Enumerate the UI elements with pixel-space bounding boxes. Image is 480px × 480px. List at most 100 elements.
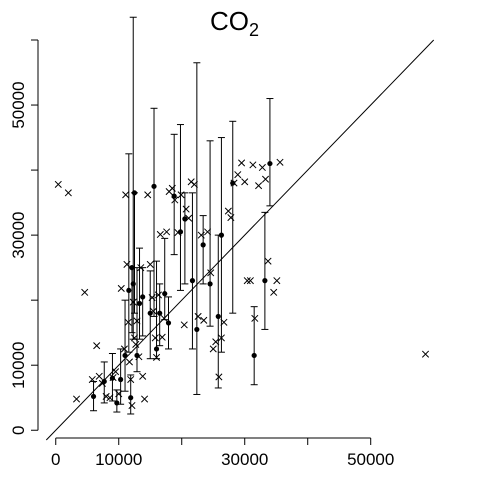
dot-point — [147, 310, 153, 316]
dot-point — [129, 265, 135, 271]
y-axis: 0 10000 30000 50000 — [9, 39, 39, 435]
cross-point — [112, 368, 120, 376]
cross-point — [238, 159, 246, 167]
cross-point — [135, 353, 143, 361]
cross-point — [217, 334, 225, 342]
chart-title-main: CO — [210, 6, 249, 36]
cross-series — [54, 158, 430, 410]
cross-point — [149, 307, 157, 315]
cross-point — [185, 214, 193, 222]
error-bar — [229, 120, 237, 314]
cross-point — [234, 171, 242, 179]
x-axis: 0 10000 30000 50000 — [51, 437, 394, 469]
dot-point — [194, 326, 200, 333]
cross-point — [106, 394, 114, 402]
cross-point — [160, 314, 168, 322]
dot-point — [131, 190, 138, 196]
cross-point — [129, 298, 137, 306]
cross-point — [88, 375, 96, 384]
cross-point — [255, 182, 263, 190]
cross-point — [212, 338, 220, 346]
cross-point — [180, 321, 188, 329]
cross-point — [207, 269, 215, 277]
error-bar — [127, 374, 135, 415]
cross-point — [72, 395, 81, 403]
reference-line — [45, 39, 435, 441]
dot-point — [153, 346, 160, 352]
cross-point — [98, 379, 106, 387]
dot-point — [157, 310, 163, 316]
cross-point — [246, 277, 254, 285]
cross-point — [144, 191, 152, 199]
chart-title: CO2 — [210, 6, 259, 40]
cross-point — [64, 189, 72, 197]
cross-point — [204, 228, 212, 236]
cross-point — [81, 288, 89, 296]
cross-point — [251, 314, 259, 322]
cross-point — [139, 372, 147, 380]
error-bar — [266, 98, 274, 207]
dot-point — [162, 291, 168, 297]
cross-point — [102, 392, 110, 400]
error-bar — [217, 137, 225, 353]
dot-point — [151, 183, 157, 189]
cross-point — [93, 342, 101, 350]
cross-point — [270, 288, 278, 296]
cross-point — [95, 372, 103, 380]
x-tick-label: 10000 — [95, 450, 142, 469]
cross-point — [109, 374, 117, 382]
cross-point — [174, 228, 182, 237]
cross-point — [190, 180, 198, 188]
cross-point — [146, 260, 154, 268]
cross-point — [156, 230, 164, 239]
y-tick-label: 50000 — [9, 81, 28, 128]
dot-point — [114, 400, 120, 406]
cross-point — [154, 291, 162, 299]
error-bar — [199, 215, 207, 285]
dot-point — [118, 376, 124, 383]
cross-point — [168, 184, 176, 192]
cross-point — [117, 284, 125, 293]
cross-point — [264, 257, 272, 265]
y-tick-label: 30000 — [9, 211, 28, 258]
cross-point — [220, 318, 228, 326]
cross-point — [230, 179, 238, 187]
cross-point — [258, 163, 266, 172]
dot-point — [122, 352, 128, 359]
x-tick-label: 30000 — [221, 450, 268, 469]
cross-point — [177, 191, 185, 199]
dot-point — [215, 313, 221, 320]
dot-point — [200, 242, 206, 248]
dot-point — [90, 393, 97, 400]
dot-point — [218, 232, 225, 238]
x-tick-label: 0 — [51, 450, 60, 469]
cross-point — [163, 228, 171, 236]
dot-point — [136, 300, 143, 307]
cross-point — [182, 205, 190, 213]
cross-point — [123, 260, 131, 268]
dot-point — [140, 294, 146, 300]
cross-point — [115, 390, 123, 398]
error-bar — [153, 260, 161, 360]
cross-point — [141, 395, 149, 403]
cross-point — [171, 196, 179, 204]
chart-title-subscript: 2 — [249, 20, 259, 40]
dot-point — [126, 287, 132, 294]
dot-point — [262, 278, 268, 284]
dot-point — [207, 281, 213, 287]
error-bar — [121, 299, 129, 392]
cross-point — [209, 345, 217, 353]
cross-point — [151, 334, 159, 342]
cross-point — [158, 333, 166, 341]
cross-point — [197, 231, 205, 239]
cross-point — [125, 358, 134, 366]
error-bar — [206, 140, 214, 327]
cross-point — [130, 334, 139, 342]
error-bar — [193, 62, 201, 395]
cross-point — [421, 350, 430, 358]
error-bar — [261, 211, 269, 330]
dot-point — [189, 278, 196, 284]
cross-point — [243, 277, 251, 285]
error-bar — [176, 124, 184, 291]
dot-point — [230, 180, 236, 186]
